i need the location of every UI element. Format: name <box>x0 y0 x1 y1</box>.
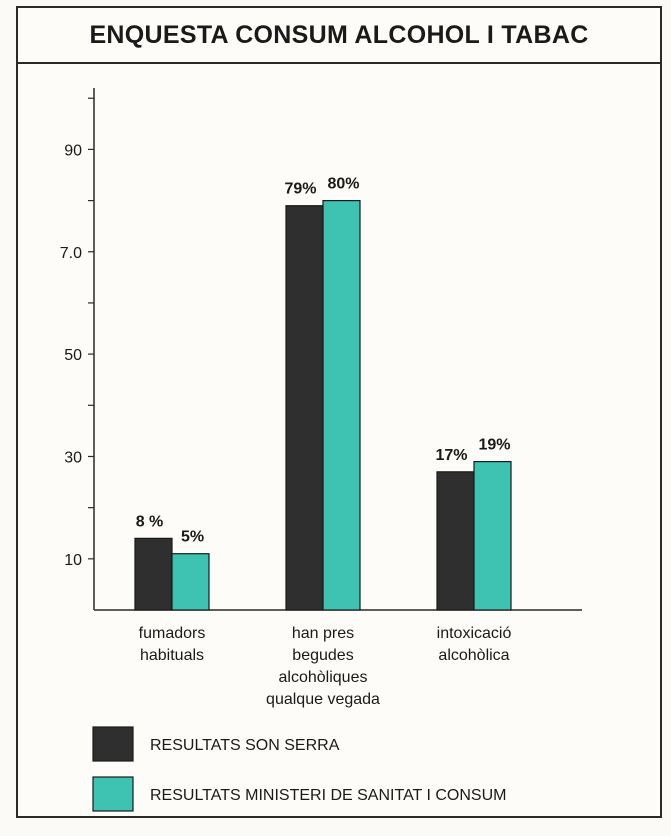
data-label: 19% <box>478 437 510 454</box>
bar-ministeri <box>171 553 210 611</box>
data-label: 5% <box>181 529 204 546</box>
data-label: 79% <box>284 181 316 198</box>
category-label: begudes <box>292 647 353 664</box>
data-label: 17% <box>435 447 467 464</box>
y-tick-label: 90 <box>64 142 82 159</box>
y-tick-label: 50 <box>64 347 82 364</box>
category-label: alcohòlica <box>438 647 509 664</box>
y-tick-label: 7.0 <box>60 245 82 262</box>
bar-son-serra <box>285 205 324 611</box>
legend-swatch <box>92 726 134 762</box>
bar-son-serra <box>436 471 475 611</box>
bar-son-serra <box>134 537 173 611</box>
category-label: qualque vegada <box>266 691 380 708</box>
legend-label: RESULTATS MINISTERI DE SANITAT I CONSUM <box>150 787 506 804</box>
y-tick-label: 30 <box>64 449 82 466</box>
chart-title: ENQUESTA CONSUM ALCOHOL I TABAC <box>89 20 589 49</box>
bar-ministeri <box>322 199 361 611</box>
data-label: 80% <box>327 176 359 193</box>
y-tick-label: 10 <box>64 552 82 569</box>
chart-title-box: ENQUESTA CONSUM ALCOHOL I TABAC <box>16 6 662 64</box>
category-label: han pres <box>292 625 354 642</box>
legend-label: RESULTATS SON SERRA <box>150 737 340 754</box>
category-label: fumadors <box>139 625 206 642</box>
legend-swatch <box>92 776 134 812</box>
category-label: alcohòliques <box>279 669 368 686</box>
bar-ministeri <box>473 460 512 611</box>
category-label: intoxicació <box>437 625 512 642</box>
data-label: 8 % <box>136 513 164 530</box>
category-label: habituals <box>140 647 204 664</box>
